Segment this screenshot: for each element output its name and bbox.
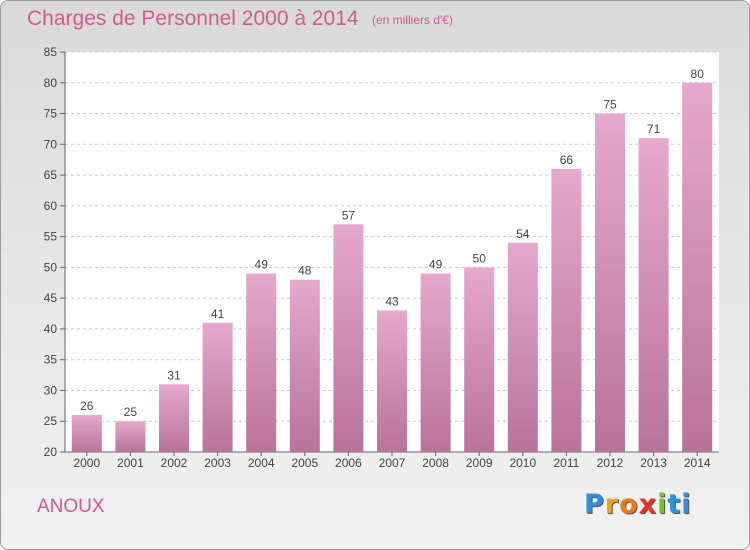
data-label: 71 [647, 122, 661, 136]
bar [159, 384, 189, 452]
logo-letter: x [638, 489, 658, 520]
bar [638, 138, 669, 452]
y-tick-label: 70 [44, 137, 58, 151]
logo-letter: i [657, 489, 668, 520]
y-tick-label: 45 [44, 291, 58, 305]
x-tick-label: 2001 [117, 456, 144, 470]
y-tick-label: 85 [44, 45, 58, 59]
unit-note: (en milliers d'€) [372, 13, 453, 27]
data-label: 49 [429, 258, 443, 272]
data-label: 41 [211, 307, 225, 321]
y-tick-label: 35 [44, 353, 58, 367]
logo-letter: P [584, 489, 605, 520]
chart-title: Charges de Personnel 2000 à 2014 [27, 7, 359, 30]
data-label: 80 [691, 67, 705, 81]
x-tick-label: 2012 [597, 456, 624, 470]
bar [377, 310, 407, 452]
bar [289, 279, 320, 452]
x-tick-label: 2010 [509, 456, 536, 470]
data-label: 54 [516, 227, 530, 241]
x-tick-label: 2005 [291, 456, 318, 470]
data-label: 66 [560, 153, 574, 167]
data-label: 57 [342, 208, 356, 222]
logo-letter: r [604, 489, 620, 520]
logo-letter: o [619, 489, 639, 520]
x-tick-label: 2008 [422, 456, 449, 470]
proxiti-logo: Proxiti [584, 489, 692, 520]
x-tick-label: 2006 [335, 456, 362, 470]
data-label: 49 [255, 258, 269, 272]
data-label: 48 [298, 264, 312, 278]
y-tick-label: 80 [44, 76, 58, 90]
y-tick-label: 60 [44, 199, 58, 213]
y-tick-label: 30 [44, 383, 58, 397]
logo-letter: t [667, 489, 682, 520]
data-label: 43 [385, 294, 399, 308]
logo-letter: i [681, 489, 692, 520]
x-tick-label: 2011 [553, 456, 579, 470]
x-tick-label: 2002 [161, 456, 188, 470]
bar [420, 273, 451, 452]
location-label: ANOUX [37, 496, 105, 517]
x-tick-label: 2007 [379, 456, 406, 470]
bar [115, 421, 146, 452]
bar [333, 224, 364, 452]
x-tick-label: 2000 [73, 456, 100, 470]
y-tick-label: 25 [44, 414, 58, 428]
bar [682, 82, 713, 453]
y-tick-label: 75 [44, 107, 58, 121]
bar [464, 267, 495, 452]
x-tick-label: 2009 [466, 456, 493, 470]
x-tick-label: 2004 [248, 456, 275, 470]
bar [595, 113, 625, 453]
bar [507, 242, 538, 452]
data-label: 75 [603, 98, 617, 112]
x-tick-label: 2014 [684, 456, 711, 470]
y-tick-label: 50 [44, 260, 58, 274]
data-label: 25 [124, 405, 138, 419]
bar [551, 168, 582, 452]
y-tick-label: 55 [44, 230, 58, 244]
data-label: 50 [473, 251, 487, 265]
y-tick-label: 40 [44, 322, 58, 336]
x-tick-label: 2013 [640, 456, 667, 470]
bar [246, 273, 277, 452]
y-tick-label: 65 [44, 168, 58, 182]
y-tick-label: 20 [44, 445, 58, 459]
bar [71, 415, 102, 452]
data-label: 31 [167, 368, 181, 382]
x-tick-label: 2003 [204, 456, 231, 470]
data-label: 26 [80, 399, 94, 413]
bar [202, 322, 233, 452]
